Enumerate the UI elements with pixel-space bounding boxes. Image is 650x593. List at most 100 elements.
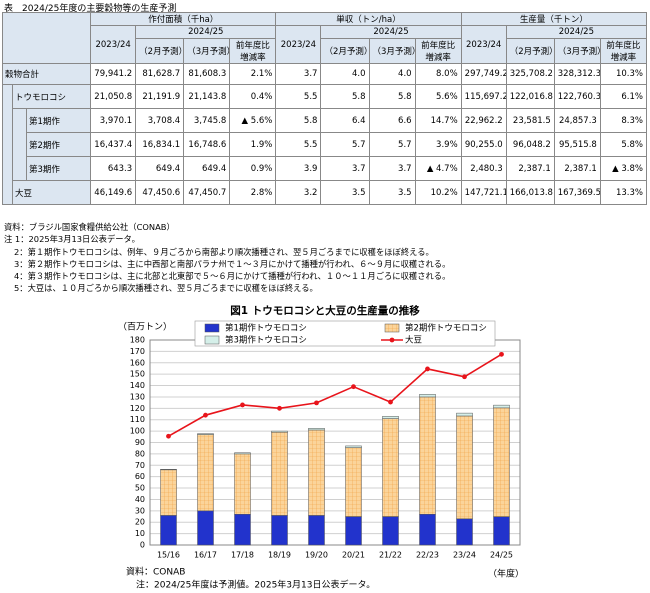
line-point — [388, 399, 393, 405]
year-header: 2024/25 — [505, 25, 648, 39]
cell: 3.5 — [320, 180, 370, 205]
indent — [2, 84, 13, 205]
cell: 5.7 — [320, 132, 370, 157]
bar-segment — [308, 429, 325, 516]
note: 注 1：2025年3月13日公表データ。 — [4, 234, 140, 245]
x-tick-label: 18/19 — [268, 551, 291, 560]
legend-label: 第1期作トウモロコシ — [225, 323, 307, 334]
cell: 3.5 — [368, 180, 416, 205]
note: 3：第２期作トウモロコシは、主に中西部と南部パラナ州で１～３月にかけて播種が行わ… — [14, 258, 451, 269]
legend-swatch — [204, 335, 220, 345]
cell: 115,697.2 — [460, 84, 507, 109]
data-row: 第1期作 3,970.1 3,708.4 3,745.8 ▲ 5.6% 5.8 6.4 6.6… — [3, 108, 648, 181]
bar-segment — [271, 430, 288, 433]
y-tick-label: 130 — [130, 392, 145, 401]
cell: 10.2% — [414, 180, 462, 205]
cell: 3.7 — [368, 156, 416, 181]
cell: 122,016.8 — [505, 84, 555, 109]
year-header: 2023/24 — [460, 25, 507, 64]
cell: 328,312.3 — [553, 63, 601, 85]
cell: 79,941.2 — [90, 63, 137, 85]
cell: 325,708.2 — [505, 63, 555, 85]
cell: 3.9% — [414, 132, 462, 157]
cell: 147,721.1 — [460, 180, 507, 205]
bar-segment — [160, 469, 177, 471]
cell: 6.1% — [599, 84, 648, 109]
x-tick-label: 19/20 — [305, 551, 328, 560]
bar-segment — [382, 516, 399, 546]
row-label: トウモロコシ — [11, 84, 92, 109]
cell: 5.8 — [320, 84, 370, 109]
cell: 81,628.7 — [135, 63, 185, 85]
chart-title: 図1 トウモロコシと大豆の生産量の推移 — [230, 304, 420, 317]
cell: 5.8% — [599, 132, 648, 157]
note: 注：2024/25年度は予測値。2025年3月13日公表データ。 — [136, 579, 375, 591]
cell: 22,962.2 — [460, 108, 507, 133]
sub-header: 前年度比増減率 — [414, 38, 462, 64]
cell: 2,387.1 — [553, 156, 601, 181]
data-row: 第3期作 643.3 649.4 649.4 0.9% 3.9 3.7 3.7 ▲ 4.7% 2,… — [3, 156, 648, 181]
bar-segment — [160, 515, 177, 546]
line-point — [462, 374, 467, 380]
cell: ▲ 4.7% — [414, 156, 462, 181]
bar-segment — [382, 416, 399, 419]
bar-segment — [345, 447, 362, 517]
cell: 23,581.5 — [505, 108, 555, 133]
cell: 3,708.4 — [135, 108, 185, 133]
bar-segment — [456, 415, 473, 520]
cell: 166,013.8 — [505, 180, 555, 205]
source: 資料：CONAB — [126, 566, 185, 578]
line-point — [314, 400, 319, 406]
source: 資料：ブラジル国家食糧供給公社（CONAB） — [4, 222, 175, 232]
bar-segment — [493, 407, 510, 517]
bar-segment — [345, 516, 362, 546]
cell: 3.7 — [320, 156, 370, 181]
bar-segment — [456, 518, 473, 546]
line-point — [240, 402, 245, 408]
sub-header: （2月予測） — [320, 38, 370, 64]
cell: 90,255.0 — [460, 132, 507, 157]
sub-header: 前年度比増減率 — [599, 38, 648, 64]
row-label: 第3期作 — [26, 156, 92, 181]
cell: 3.7 — [275, 63, 322, 85]
line-point — [499, 351, 504, 357]
bar-segment — [456, 412, 473, 417]
x-tick-label: 24/25 — [490, 551, 513, 560]
y-tick-label: 0 — [140, 541, 145, 550]
y-tick-label: 100 — [130, 427, 145, 436]
y-tick-label: 90 — [135, 438, 145, 447]
group-header: 生産量（千トン） — [460, 12, 648, 26]
legend-swatch — [384, 323, 400, 333]
legend-label: 大豆 — [405, 335, 422, 346]
cell: 643.3 — [90, 156, 137, 181]
group-header: 単収（トン/ha） — [275, 12, 462, 26]
bar-segment — [197, 434, 214, 512]
y-tick-label: 40 — [135, 495, 145, 504]
cell: 6.6 — [368, 108, 416, 133]
group-header: 作付面積（千ha） — [90, 12, 277, 26]
sub-header: （2月予測） — [135, 38, 185, 64]
cell: ▲ 5.6% — [229, 108, 277, 133]
bar-segment — [234, 453, 251, 515]
data-row: 第2期作 16,437.4 16,834.1 16,748.6 1.9% 5.5 5.7 5.… — [3, 132, 648, 157]
y-tick-label: 50 — [135, 484, 145, 493]
bar-segment — [308, 428, 325, 431]
table-title: 表 2024/25年度の主要穀物等の生産予測 — [4, 4, 177, 14]
data-row: 大豆 46,149.6 47,450.6 47,450.7 2.8% 3.2 3.5 3.5 1… — [3, 180, 648, 205]
cell: 122,760.3 — [553, 84, 601, 109]
header-row: 2023/24 2024/25 2023/24 2024/25 2023/24 2024/… — [3, 25, 648, 64]
header-row: 作付面積（千ha） 単収（トン/ha） 生産量（千トン） — [1, 12, 648, 64]
x-axis-label: （年度） — [488, 568, 524, 580]
y-tick-label: 70 — [135, 461, 145, 470]
cell: 2,480.3 — [460, 156, 507, 181]
cell: 14.7% — [414, 108, 462, 133]
bar-segment — [197, 510, 214, 546]
y-tick-label: 20 — [135, 518, 145, 527]
bar-segment — [382, 418, 399, 517]
cell: 649.4 — [183, 156, 231, 181]
cell: 8.0% — [414, 63, 462, 85]
y-tick-label: 160 — [130, 358, 145, 367]
header-row: （2月予測）（3月予測）前年度比増減率（2月予測）（3月予測）前年度比増減率（2… — [3, 38, 648, 64]
year-header: 2024/25 — [135, 25, 277, 39]
